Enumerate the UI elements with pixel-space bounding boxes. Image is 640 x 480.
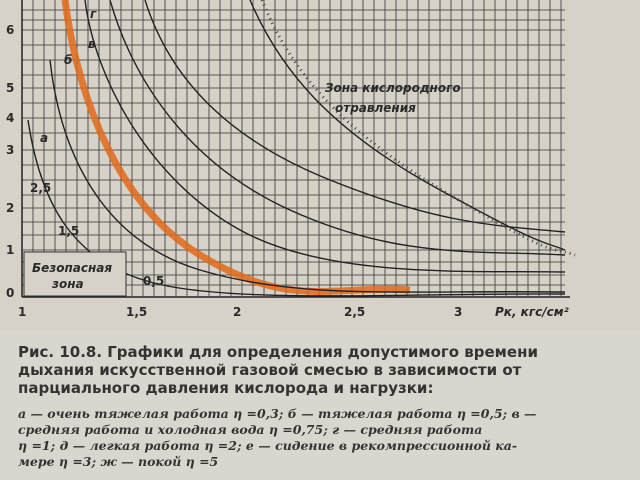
- x-tick-label: 2: [233, 305, 241, 319]
- curve: [49, 59, 566, 293]
- x-tick-label: 2,5: [344, 305, 365, 319]
- inner-label: 2,5: [30, 181, 51, 195]
- curve: [27, 119, 566, 297]
- y-tick-label: 0: [6, 286, 14, 300]
- inner-label: 0,5: [143, 274, 164, 288]
- y-tick-label: 3: [6, 143, 14, 157]
- y-tick-label: 2: [6, 201, 14, 215]
- caption-legend: η =1; д — легкая работа η =2; е — сидени…: [18, 438, 517, 453]
- caption-legend: мере η =3; ж — покой η =5: [18, 454, 218, 469]
- inner-label: 1,5: [58, 224, 79, 238]
- y-tick-label: 6: [6, 23, 14, 37]
- curve: [249, 0, 566, 251]
- y-tick-label: 5: [6, 81, 14, 95]
- caption-title: дыхания искусственной газовой смесью в з…: [18, 361, 522, 379]
- curve-label: г: [90, 7, 97, 21]
- curve-label: в: [88, 37, 96, 51]
- zone-label: Зона кислородного: [325, 81, 461, 95]
- curve: [144, 0, 566, 233]
- curve: [109, 0, 566, 256]
- x-tick-label: 1: [18, 305, 26, 319]
- zone-label: отравления: [335, 101, 416, 115]
- x-axis-title: Pк, кгс/см²: [495, 305, 570, 319]
- x-tick-label: 3: [454, 305, 462, 319]
- zone-label: Безопасная: [32, 261, 112, 275]
- caption-legend: а — очень тяжелая работа η =0,3; б — тяж…: [18, 406, 537, 421]
- curves: [27, 0, 576, 297]
- safe-zone-box: [23, 251, 127, 297]
- oxygen-zone-edge: [260, 0, 576, 257]
- curve-label: б: [64, 53, 72, 67]
- curve-label: а: [40, 131, 48, 145]
- y-tick-label: 4: [6, 111, 14, 125]
- curve: [84, 0, 566, 273]
- caption-title: Рис. 10.8. Графики для определения допус…: [18, 343, 538, 361]
- caption-legend: средняя работа и холодная вода η =0,75; …: [18, 422, 482, 437]
- caption-bg: [0, 330, 640, 480]
- caption-title: парциального давления кислорода и нагруз…: [18, 379, 433, 397]
- y-tick-label: 1: [6, 243, 14, 257]
- zone-label: зона: [51, 277, 84, 291]
- x-tick-label: 1,5: [126, 305, 147, 319]
